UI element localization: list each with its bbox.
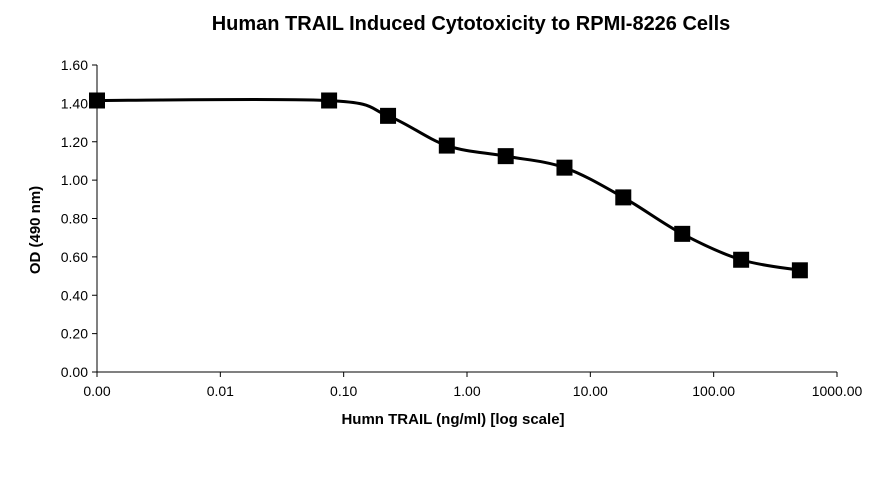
y-axis-ticks: 0.00 0.20 0.40 0.60 0.80 1.00 1.20 1.40 1.60 — [61, 57, 97, 380]
x-axis-ticks: 0.00 0.01 0.10 1.00 10.00 100.00 1000.00 — [83, 372, 863, 399]
data-point-marker — [497, 148, 514, 165]
data-point-marker — [615, 189, 632, 206]
x-axis-label: Humn TRAIL (ng/ml) [log scale] — [341, 411, 564, 428]
data-point-marker — [89, 92, 105, 109]
y-axis-label: OD (490 nm) — [27, 186, 44, 274]
data-point-marker — [380, 107, 397, 124]
y-tick-label: 0.40 — [61, 287, 88, 303]
x-tick-label: 1000.00 — [812, 383, 863, 399]
y-tick-label: 0.60 — [61, 249, 88, 265]
data-point-marker — [321, 92, 338, 109]
y-tick-label: 1.20 — [61, 134, 88, 150]
x-tick-label: 0.10 — [330, 383, 357, 399]
series-line — [96, 97, 801, 272]
x-tick-label: 0.00 — [83, 383, 110, 399]
x-tick-label: 10.00 — [573, 383, 608, 399]
y-tick-label: 1.00 — [61, 172, 88, 188]
x-tick-label: 100.00 — [692, 383, 735, 399]
y-tick-label: 0.20 — [61, 326, 88, 342]
y-tick-label: 0.80 — [61, 211, 88, 227]
data-markers — [89, 92, 808, 279]
chart-title: Human TRAIL Induced Cytotoxicity to RPMI… — [212, 13, 731, 35]
x-tick-label: 0.01 — [207, 383, 234, 399]
y-tick-label: 1.40 — [61, 95, 88, 111]
x-tick-label: 1.00 — [453, 383, 480, 399]
data-point-marker — [733, 251, 750, 268]
data-point-marker — [438, 137, 455, 154]
data-point-marker — [674, 225, 691, 242]
y-tick-label: 1.60 — [61, 57, 88, 73]
y-tick-label: 0.00 — [61, 364, 88, 380]
data-point-marker — [556, 159, 573, 176]
data-point-marker — [791, 262, 808, 279]
